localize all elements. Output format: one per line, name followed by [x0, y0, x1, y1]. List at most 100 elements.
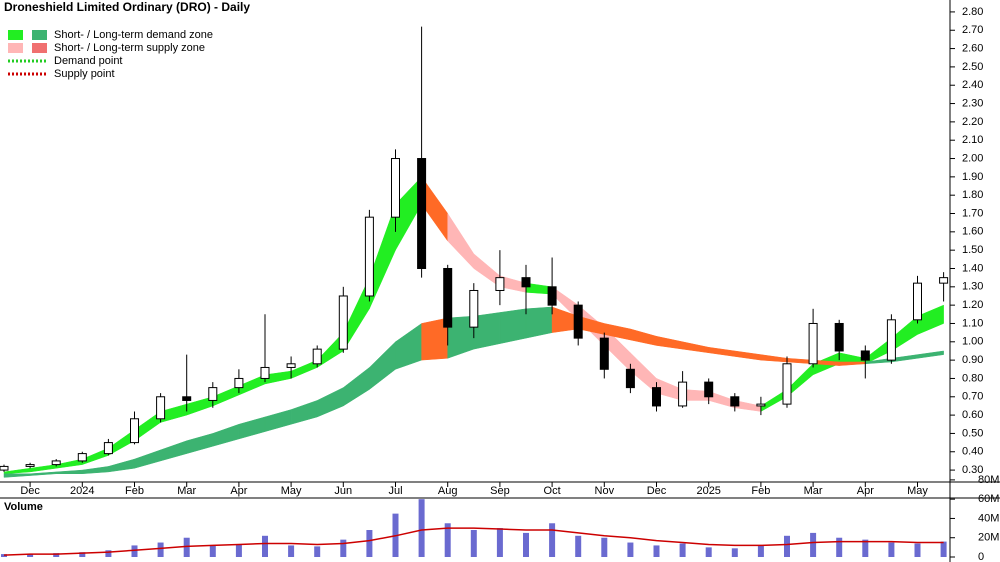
y-tick-label: 80M	[978, 474, 999, 486]
volume-average	[3, 527, 944, 556]
candle-body	[573, 304, 583, 339]
volume-bar	[653, 545, 660, 557]
x-tick-label: Feb	[751, 485, 770, 497]
candle-body	[704, 381, 714, 398]
candle-body	[0, 465, 9, 471]
candle-body	[652, 387, 661, 407]
candle-body	[547, 286, 557, 306]
candle-body	[312, 348, 322, 365]
y-tick-label: 2.30	[962, 97, 983, 109]
y-tick-label: 0.50	[962, 427, 983, 439]
candle-body	[808, 322, 818, 365]
x-tick-label: Apr	[230, 485, 247, 497]
y-tick-label: 1.50	[962, 244, 983, 256]
candle-body	[730, 396, 740, 407]
y-tick-label: 2.70	[962, 24, 983, 36]
y-tick-label: 1.10	[962, 317, 983, 329]
y-tick-label: 1.70	[962, 207, 983, 219]
volume-bar	[235, 544, 242, 557]
candle-body	[417, 158, 427, 269]
y-tick-label: 2.80	[962, 6, 983, 18]
y-tick-label: 2.60	[962, 42, 983, 54]
x-tick-label: 2024	[70, 485, 94, 497]
candle-body	[182, 396, 192, 401]
volume-bar	[836, 537, 843, 557]
candle-body	[130, 418, 139, 444]
candle-body	[782, 363, 792, 405]
volume-bar	[1, 554, 7, 557]
x-tick-label: 2025	[696, 485, 720, 497]
volume-bar	[262, 535, 268, 557]
volume-bar	[79, 552, 86, 557]
volume-bar	[209, 545, 216, 557]
x-tick-label: Nov	[595, 485, 615, 497]
candle-body	[156, 396, 166, 420]
volume-bar	[470, 530, 477, 557]
y-tick-label: 2.00	[962, 152, 983, 164]
volume-bar	[627, 542, 634, 557]
x-tick-label: Dec	[647, 485, 667, 497]
zone-segment	[525, 306, 553, 339]
legend-label: Short- / Long-term demand zone	[54, 29, 213, 41]
y-tick-label: 2.10	[962, 134, 983, 146]
x-tick-label: Mar	[804, 485, 823, 497]
candle-body	[834, 322, 844, 352]
volume-bar	[496, 528, 503, 557]
candle-body	[391, 158, 400, 218]
candle-body	[756, 403, 766, 407]
candle-body	[208, 387, 218, 401]
x-tick-label: Jun	[334, 485, 352, 497]
zone-segment	[917, 350, 944, 359]
volume-bar	[340, 539, 347, 557]
volume-bar	[810, 532, 817, 557]
candle-body	[443, 267, 453, 328]
volume-bar	[105, 550, 112, 557]
x-tick-label: Sep	[490, 485, 510, 497]
volume-bar	[288, 545, 295, 557]
candle-body	[521, 277, 531, 288]
y-tick-label: 2.40	[962, 79, 983, 91]
x-tick-label: Aug	[438, 485, 458, 497]
candle-body	[286, 363, 296, 368]
volume-bar	[131, 545, 138, 557]
candle-body	[338, 295, 348, 350]
y-tick-label: 20M	[978, 532, 999, 544]
y-tick-label: 0.40	[962, 446, 983, 458]
candle-body	[260, 366, 270, 379]
y-tick-label: 1.00	[962, 336, 983, 348]
y-tick-label: 40M	[978, 512, 999, 524]
volume-bar	[679, 543, 686, 557]
volume-bar	[731, 548, 738, 557]
legend-label: Demand point	[54, 55, 123, 67]
y-tick-label: 0.90	[962, 354, 983, 366]
legend-swatch	[8, 30, 23, 40]
y-tick-label: 1.80	[962, 189, 983, 201]
candle-body	[495, 277, 505, 291]
volume-bar	[862, 539, 869, 557]
candle-body	[234, 377, 244, 389]
candle-body	[599, 337, 609, 370]
volume-bar	[888, 542, 895, 557]
volume-bar	[523, 532, 529, 557]
zone-segment	[499, 308, 527, 344]
volume-bar	[784, 535, 790, 557]
y-tick-label: 0	[978, 551, 984, 562]
candle-body	[51, 460, 61, 466]
y-tick-label: 1.40	[962, 262, 983, 274]
y-tick-label: 1.30	[962, 281, 983, 293]
candle-body	[469, 289, 479, 328]
volume-bar	[575, 535, 582, 557]
legend-label: Short- / Long-term supply zone	[54, 42, 205, 54]
candle-body	[886, 319, 896, 361]
legend-swatch	[32, 43, 47, 53]
zone-segment	[917, 304, 944, 335]
y-tick-label: 0.70	[962, 391, 983, 403]
y-tick-label: 1.60	[962, 226, 983, 238]
chart-title: Droneshield Limited Ordinary (DRO) - Dai…	[4, 0, 250, 14]
y-tick-label: 0.30	[962, 464, 983, 476]
candle-body	[913, 282, 922, 321]
volume-bar	[314, 546, 321, 557]
candle-body	[25, 464, 35, 467]
candle-body	[364, 216, 374, 297]
